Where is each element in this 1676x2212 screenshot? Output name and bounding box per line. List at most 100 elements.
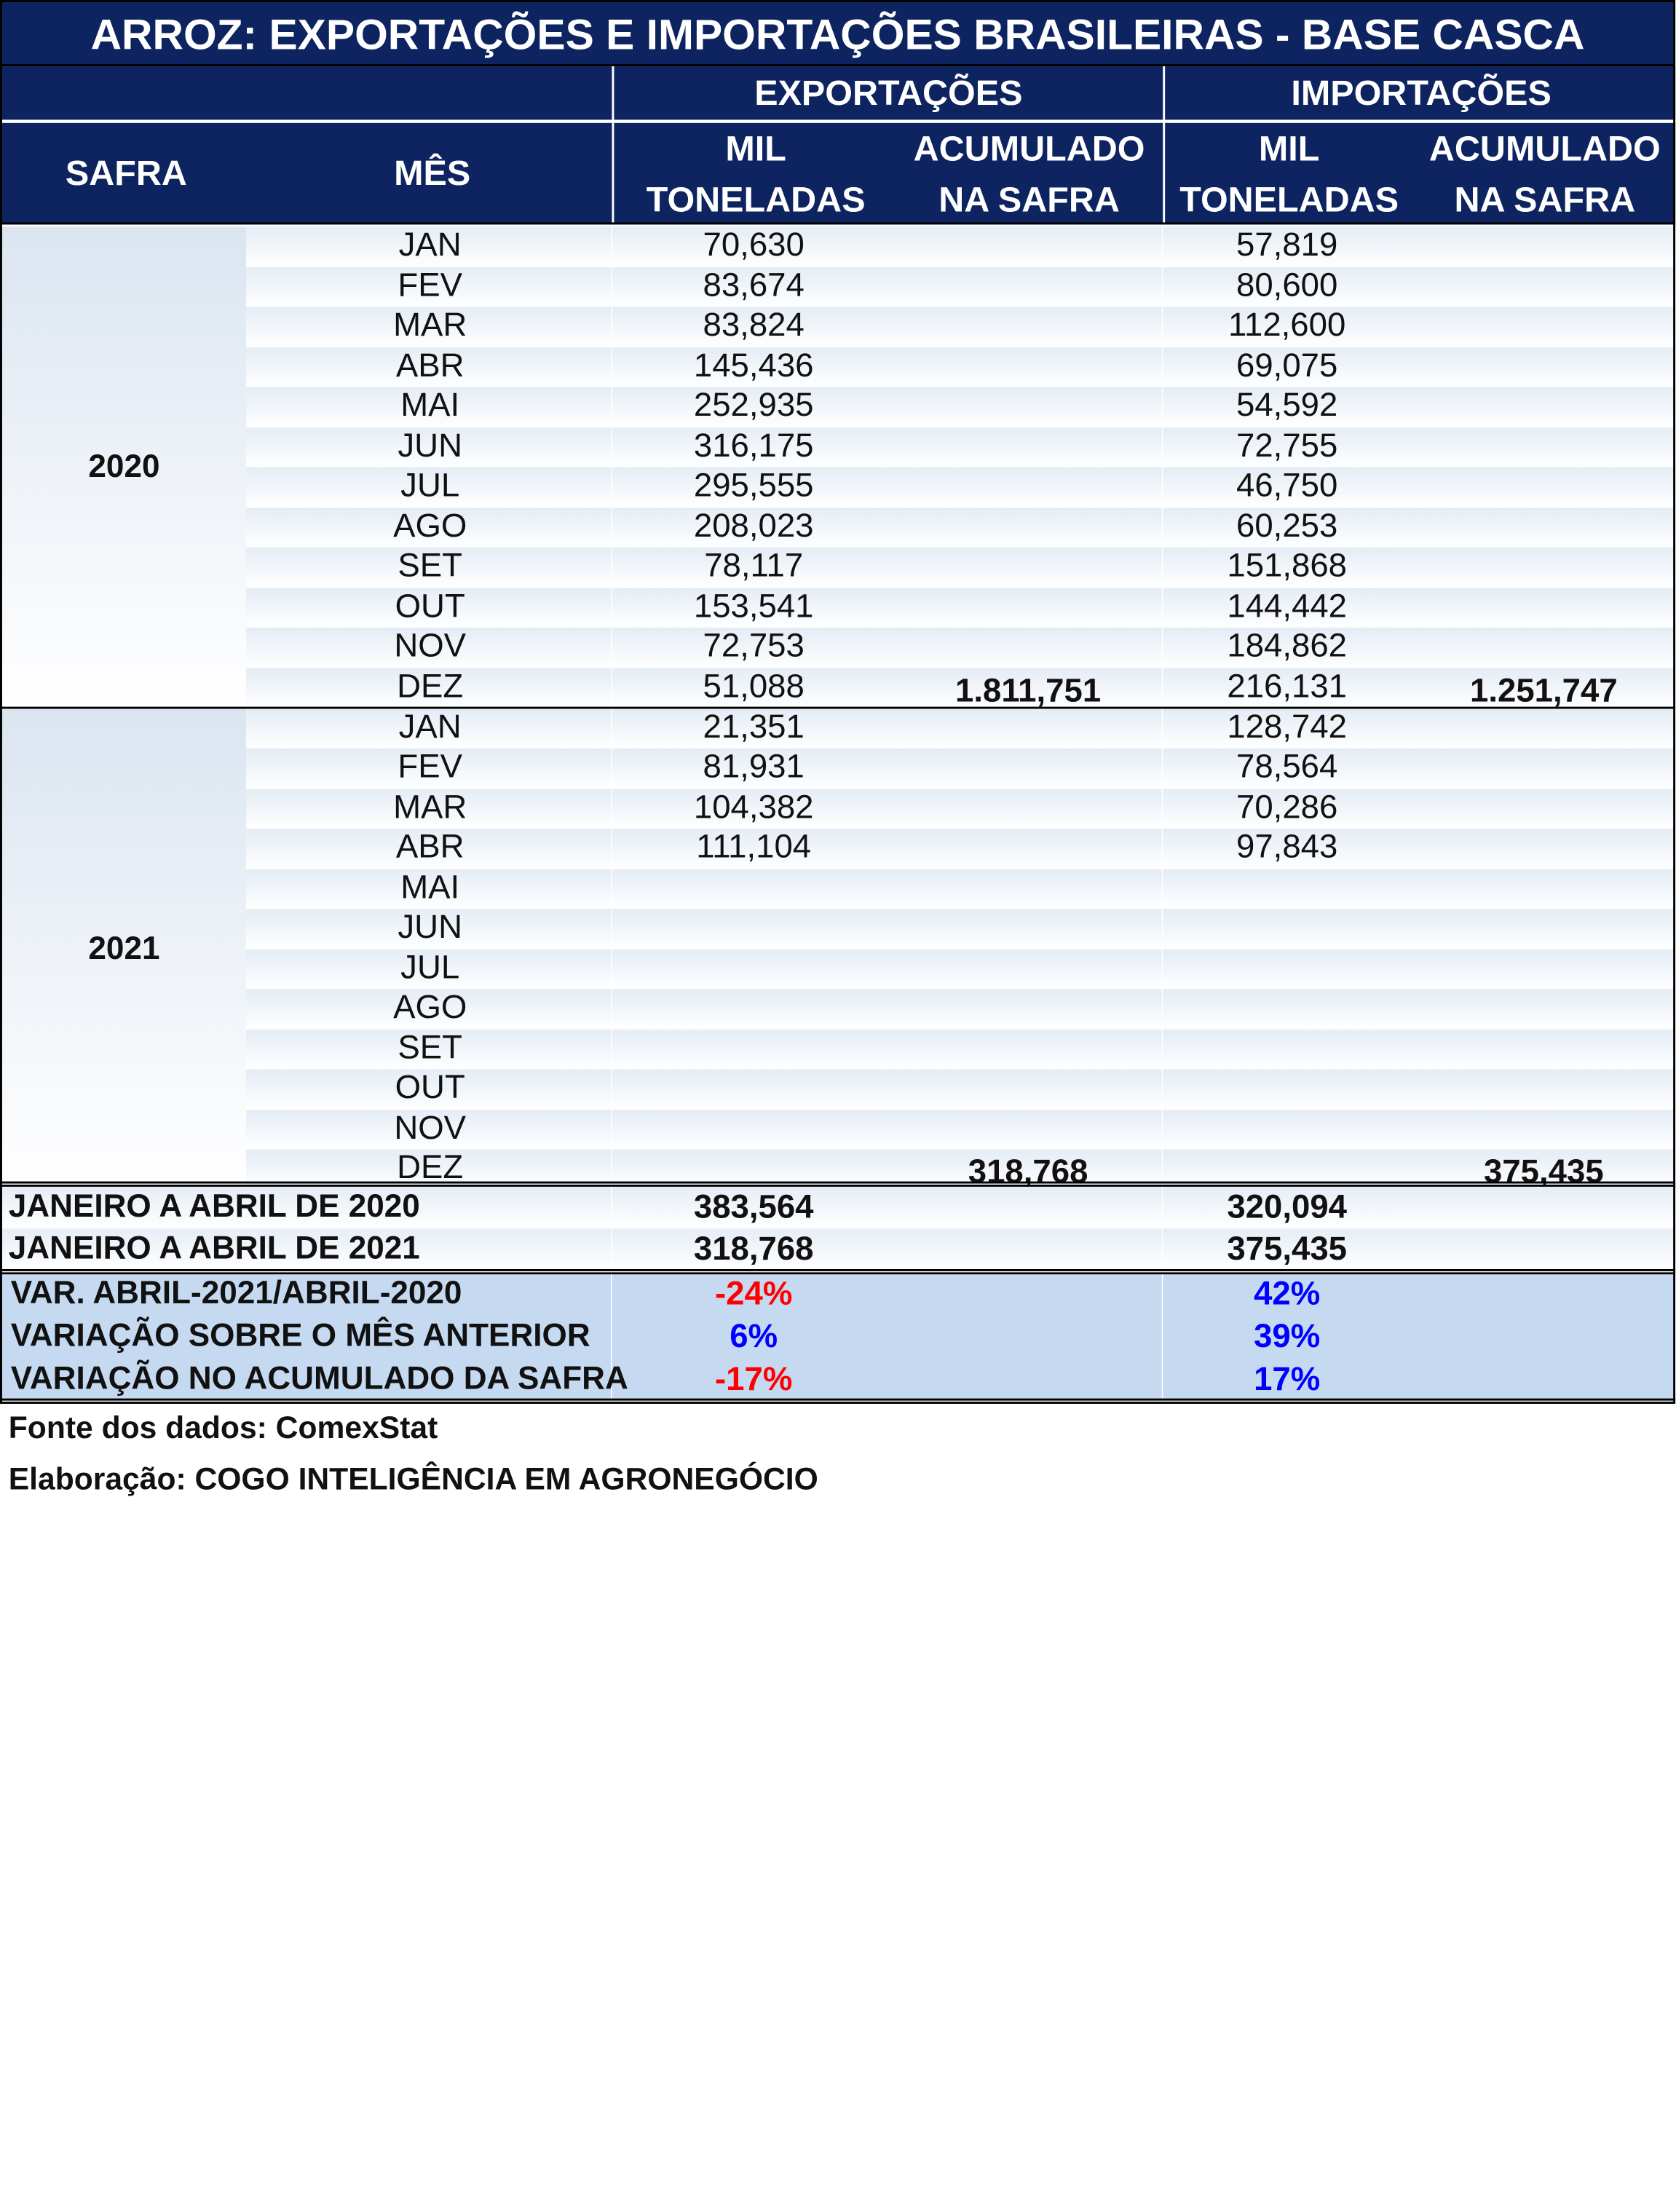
import-value: 69,075 <box>1236 346 1338 384</box>
import-value: 72,755 <box>1236 426 1338 464</box>
header-divider <box>1 119 1676 123</box>
export-value: 51,088 <box>703 666 805 704</box>
month-cell: JAN <box>398 707 462 745</box>
table-row <box>245 748 1676 789</box>
table-row <box>245 949 1676 990</box>
import-value: 151,868 <box>1227 546 1348 584</box>
export-value: 153,541 <box>693 586 814 624</box>
variation-import-value: 42% <box>1254 1274 1321 1312</box>
export-value: 208,023 <box>693 506 814 544</box>
import-value: 144,442 <box>1227 586 1348 624</box>
table-sheet: ARROZ: EXPORTAÇÕES E IMPORTAÇÕES BRASILE… <box>0 0 1676 1497</box>
import-value: 60,253 <box>1236 506 1338 544</box>
month-cell: JAN <box>398 225 462 264</box>
month-cell: MAR <box>393 305 467 344</box>
section-divider <box>0 1181 1676 1187</box>
header-imp-acumulado: ACUMULADO <box>1428 128 1661 168</box>
import-accumulated: 1.251,747 <box>1470 671 1618 708</box>
month-cell: SET <box>398 1027 462 1066</box>
export-value: 295,555 <box>693 466 814 504</box>
header-exp-toneladas: TONELADAS <box>646 179 866 220</box>
export-value: 145,436 <box>693 346 814 384</box>
export-value: 21,351 <box>703 707 805 745</box>
summary-import-value: 320,094 <box>1227 1188 1348 1225</box>
summary-row <box>1 1228 1676 1271</box>
variation-import-value: 39% <box>1254 1317 1321 1355</box>
month-cell: JUN <box>398 426 462 464</box>
month-cell: OUT <box>395 1067 465 1106</box>
table-row <box>245 869 1676 909</box>
month-cell: SET <box>398 546 462 584</box>
variation-import-value: 17% <box>1254 1359 1321 1398</box>
table-header: SAFRA MÊS EXPORTAÇÕES IMPORTAÇÕES MIL TO… <box>0 66 1676 225</box>
table-row <box>245 1069 1676 1110</box>
table-row <box>245 266 1676 307</box>
import-value: 80,600 <box>1236 265 1338 304</box>
variation-label: VARIAÇÃO NO ACUMULADO DA SAFRA <box>10 1361 628 1397</box>
month-cell: FEV <box>398 265 462 304</box>
export-accumulated: 318,768 <box>968 1152 1088 1190</box>
table-row <box>245 226 1676 267</box>
export-value: 252,935 <box>693 386 814 424</box>
safra-year: 2020 <box>88 449 160 485</box>
table-row <box>245 387 1676 427</box>
table-row <box>245 307 1676 347</box>
header-imp-toneladas: TONELADAS <box>1179 179 1399 220</box>
table-row <box>245 829 1676 869</box>
export-value: 70,630 <box>703 225 805 264</box>
summary-export-value: 383,564 <box>693 1188 814 1225</box>
safra-year: 2021 <box>88 931 160 966</box>
summary-label: JANEIRO A ABRIL DE 2020 <box>8 1188 420 1225</box>
import-value: 70,286 <box>1236 787 1338 825</box>
month-cell: ABR <box>395 827 465 865</box>
variation-export-value: 6% <box>730 1317 778 1355</box>
table-row <box>245 587 1676 628</box>
export-value: 83,674 <box>703 265 805 304</box>
month-cell: ABR <box>395 346 465 384</box>
variation-export-value: -17% <box>715 1359 793 1398</box>
header-imp-mil: MIL <box>1258 128 1320 168</box>
source-note: Fonte dos dados: ComexStat <box>8 1411 438 1446</box>
safra-cell-bg <box>1 226 246 708</box>
month-cell: DEZ <box>397 1148 464 1186</box>
summary-label: JANEIRO A ABRIL DE 2021 <box>8 1231 420 1266</box>
author-note: Elaboração: COGO INTELIGÊNCIA EM AGRONEG… <box>8 1462 818 1497</box>
header-exp-acumulado: ACUMULADO <box>913 128 1145 168</box>
month-cell: JUL <box>400 947 460 986</box>
variation-label: VARIAÇÃO SOBRE O MÊS ANTERIOR <box>10 1318 590 1354</box>
header-col-divider <box>612 66 614 223</box>
import-accumulated: 375,435 <box>1484 1152 1604 1190</box>
import-value: 216,131 <box>1227 666 1348 704</box>
month-cell: NOV <box>394 1107 467 1146</box>
table-row <box>245 347 1676 387</box>
summary-export-value: 318,768 <box>693 1229 814 1268</box>
export-value: 104,382 <box>693 787 814 825</box>
table-row <box>245 909 1676 949</box>
import-value: 97,843 <box>1236 827 1338 865</box>
header-col-divider <box>1163 66 1166 223</box>
header-safra: SAFRA <box>65 152 187 193</box>
section-divider <box>0 1268 1676 1275</box>
table-row <box>245 547 1676 588</box>
table-row <box>245 668 1676 708</box>
import-value: 112,600 <box>1228 305 1346 344</box>
summary-row <box>1 1186 1676 1229</box>
summary-import-value: 375,435 <box>1227 1229 1348 1268</box>
import-value: 78,564 <box>1236 747 1338 785</box>
month-cell: MAI <box>400 867 460 906</box>
variations-section: VAR. ABRIL-2021/ABRIL-2020 -24% 42% VARIAÇÃ… <box>1 1274 1676 1401</box>
header-importacoes: IMPORTAÇÕES <box>1291 72 1552 113</box>
variation-export-value: -24% <box>715 1274 793 1312</box>
month-cell: DEZ <box>397 666 464 704</box>
import-value: 54,592 <box>1236 386 1338 424</box>
import-value: 184,862 <box>1227 626 1348 664</box>
month-cell: NOV <box>394 626 467 664</box>
table-title: ARROZ: EXPORTAÇÕES E IMPORTAÇÕES BRASILE… <box>0 0 1676 67</box>
month-cell: AGO <box>393 987 467 1026</box>
export-value: 83,824 <box>703 305 805 344</box>
month-cell: OUT <box>395 586 465 624</box>
export-value: 78,117 <box>704 546 804 584</box>
table-row <box>245 989 1676 1030</box>
month-cell: JUN <box>398 907 462 946</box>
month-cell: MAR <box>393 787 467 825</box>
